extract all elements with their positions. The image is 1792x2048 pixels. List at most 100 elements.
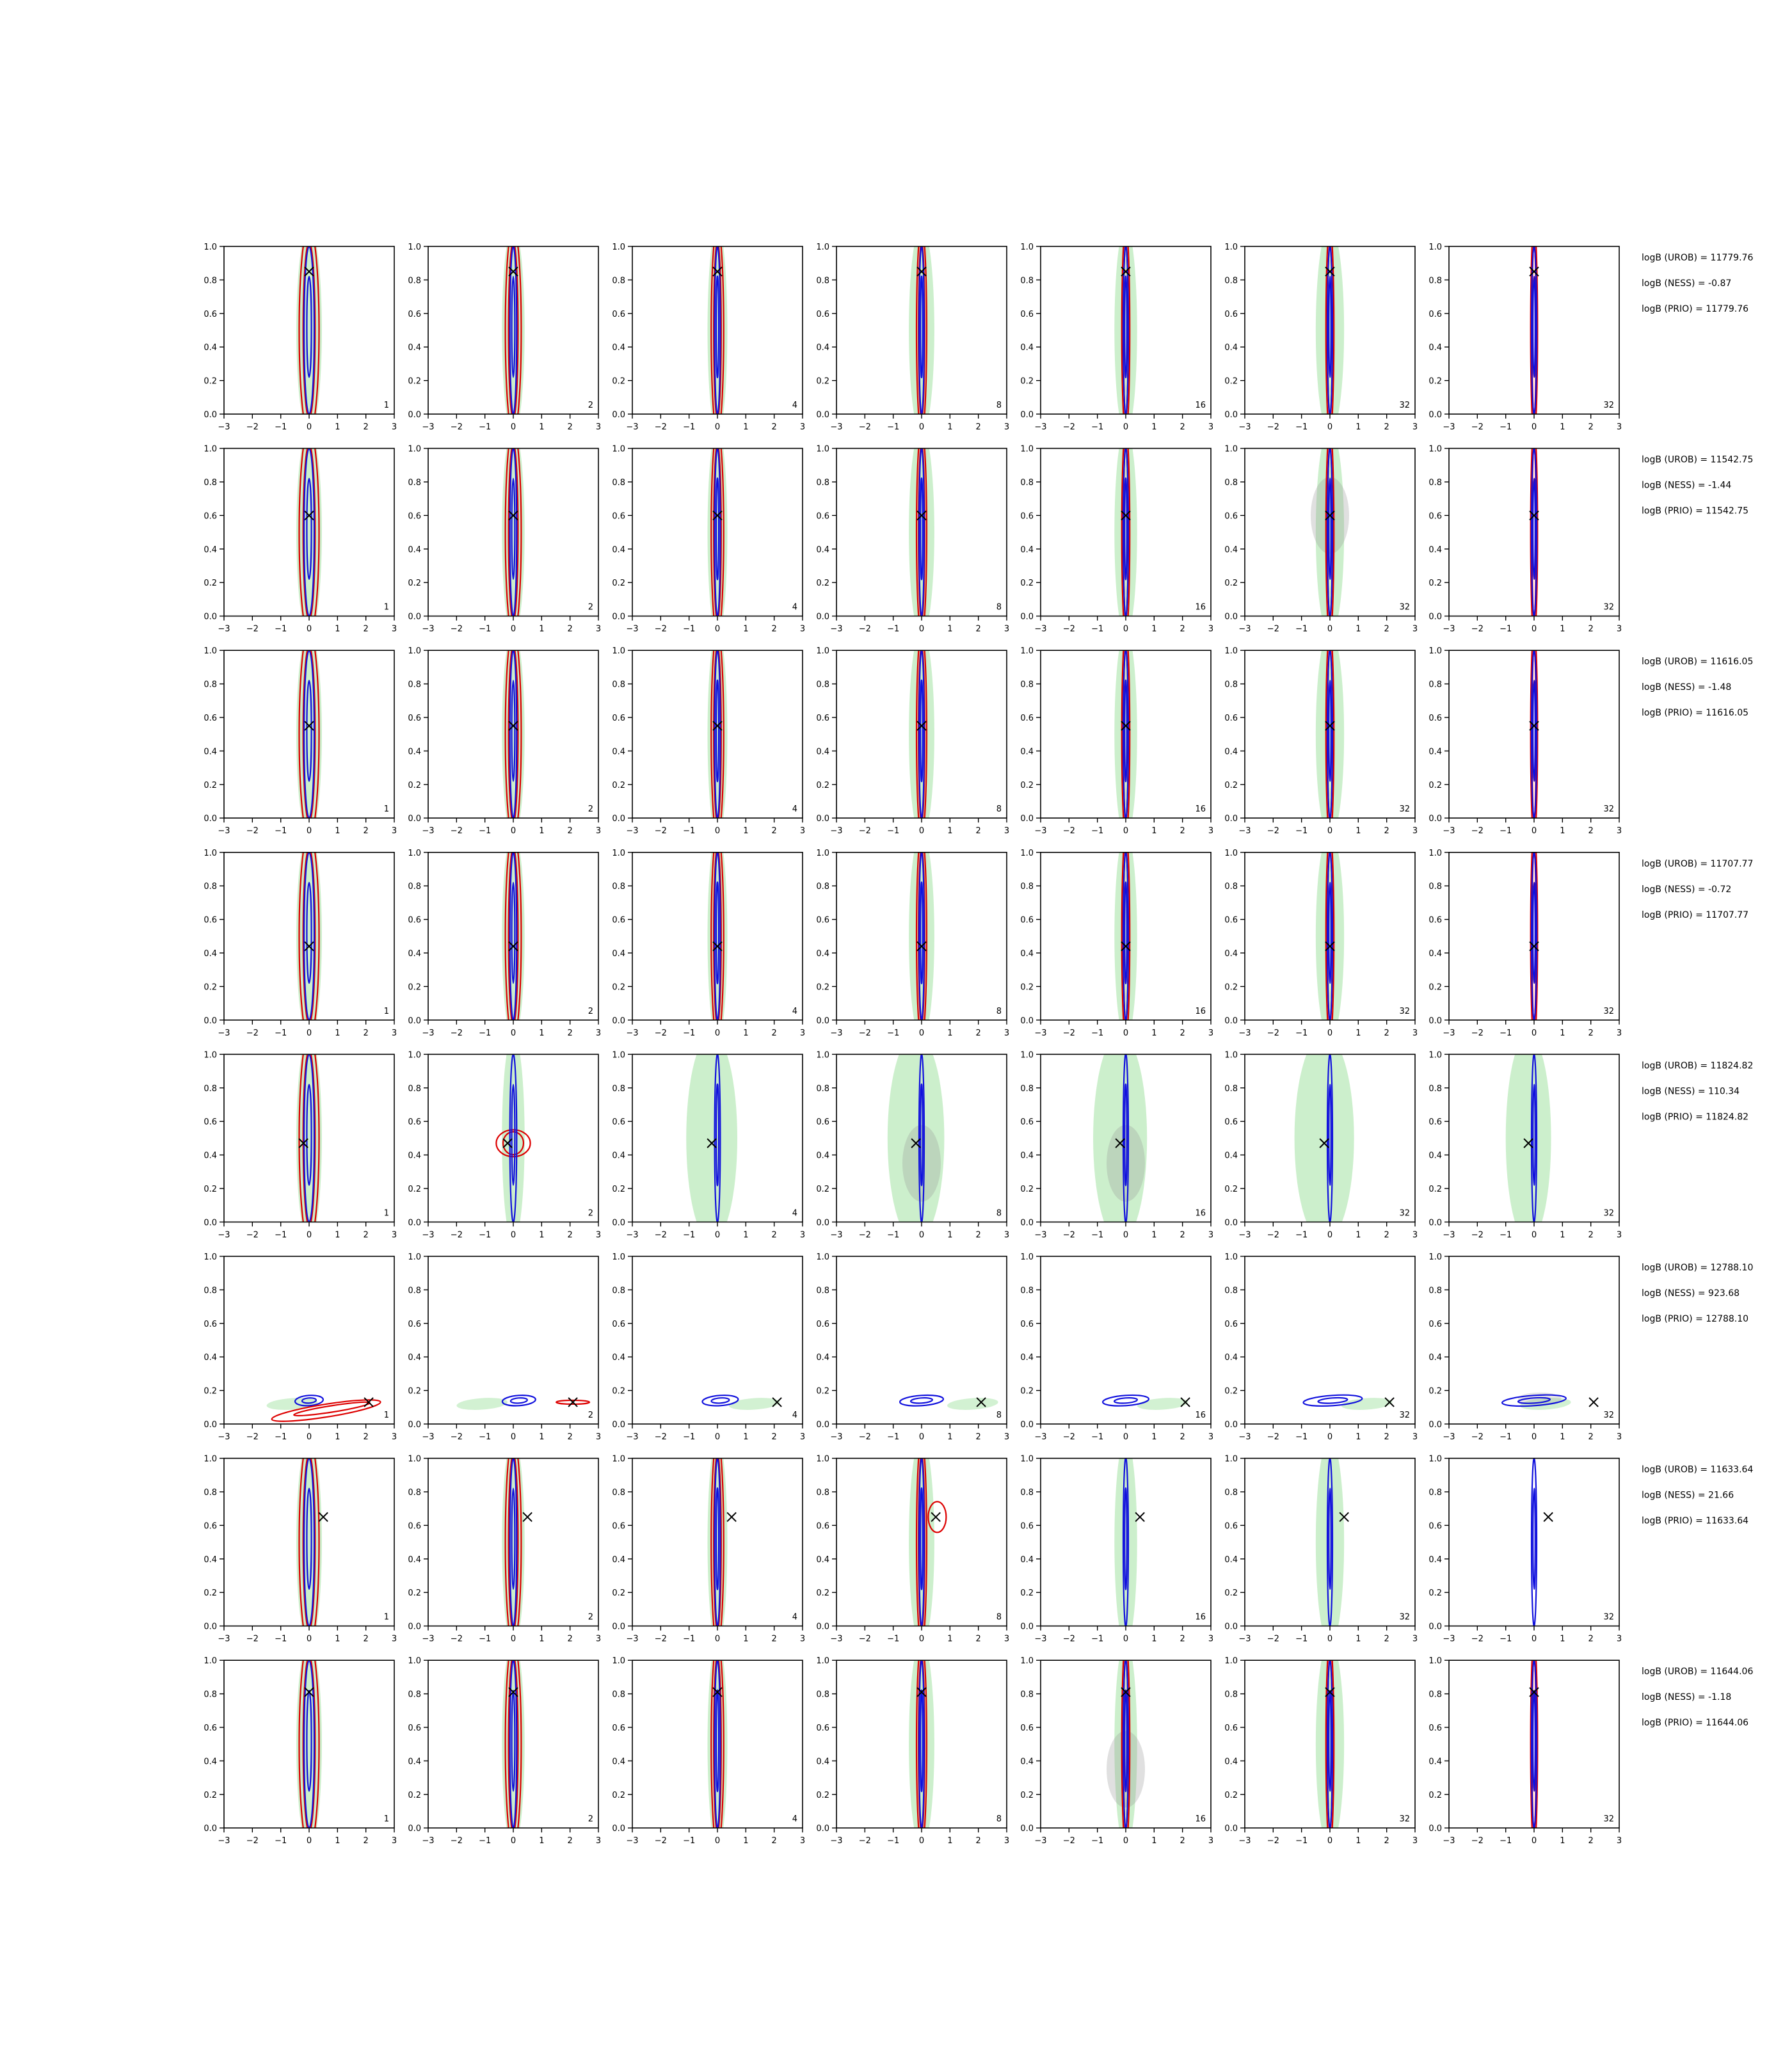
blue-contour-inner (1317, 1396, 1348, 1404)
y-tick-label: 0.8 (816, 478, 829, 488)
green-density (707, 246, 728, 414)
panel-r5-c1: −3 −2 −1 0 1 2 3 0.0 0.2 0.4 0.6 0.8 1.0 1 (204, 1050, 397, 1240)
blue-contour-outer (509, 650, 518, 819)
blue-contour-outer (509, 1054, 518, 1222)
x-tick-label: −3 (830, 1028, 842, 1038)
truth-marker (712, 266, 723, 277)
green-density (909, 246, 934, 414)
y-tick-label: 1.0 (408, 1252, 421, 1262)
x-tick-label: −3 (1238, 826, 1251, 836)
x-tick-label: −3 (1443, 422, 1455, 432)
truth-marker (1319, 1138, 1329, 1148)
x-tick-label: −1 (1091, 625, 1103, 634)
x-tick-label: −2 (655, 1635, 667, 1644)
x-tick-label: −1 (887, 1230, 899, 1240)
y-tick-label: 0.8 (408, 1690, 421, 1700)
row-stat: logB (UROB) = 11644.06 (1642, 1667, 1753, 1677)
x-tick-label: 3 (596, 1635, 601, 1644)
y-tick-label: 0.4 (816, 1555, 829, 1565)
panel-label: 16 (1195, 1007, 1206, 1016)
blue-contour-outer (1122, 1458, 1130, 1626)
green-density (1315, 852, 1345, 1020)
blue-contour-outer (1530, 1458, 1538, 1626)
y-tick-label: 1.0 (1428, 646, 1442, 656)
x-tick-label: −3 (218, 826, 230, 836)
x-tick-label: 2 (364, 1836, 369, 1846)
y-tick-label: 0.4 (1224, 1353, 1238, 1363)
y-tick-label: 0.6 (408, 511, 421, 521)
truth-marker (1529, 266, 1539, 277)
x-tick-label: 3 (1412, 625, 1418, 634)
x-tick-label: −2 (246, 1635, 259, 1644)
x-tick-label: −3 (626, 625, 638, 634)
green-density (909, 852, 934, 1020)
panel-label: 8 (996, 1208, 1002, 1218)
y-tick-label: 0.0 (612, 410, 625, 420)
x-tick-label: 3 (1617, 1836, 1622, 1846)
blue-contour-outer (899, 1394, 945, 1407)
x-tick-label: −2 (859, 1836, 871, 1846)
y-tick-label: 0.2 (1224, 781, 1238, 790)
y-tick-label: 0.0 (1020, 1218, 1034, 1228)
y-tick-label: 0.6 (408, 1117, 421, 1127)
y-tick-label: 0.8 (1224, 680, 1238, 690)
blue-contour-inner (306, 477, 312, 580)
y-tick-label: 0.2 (204, 1387, 217, 1396)
x-tick-label: −1 (683, 1836, 695, 1846)
x-tick-label: −1 (1091, 1635, 1103, 1644)
x-tick-label: −2 (1063, 826, 1075, 836)
panel-label: 16 (1195, 1814, 1206, 1824)
red-contour-outer (1121, 448, 1131, 616)
x-tick-label: −2 (859, 1635, 871, 1644)
x-tick-label: −3 (626, 1230, 638, 1240)
x-tick-label: 3 (800, 1635, 805, 1644)
x-tick-label: −1 (479, 1230, 491, 1240)
red-contour-outer (298, 1054, 320, 1222)
x-tick-label: −2 (655, 1230, 667, 1240)
y-tick-label: 0.4 (1224, 545, 1238, 555)
y-tick-label: 1.0 (1224, 445, 1238, 454)
truth-marker (508, 266, 518, 277)
green-density (296, 1660, 322, 1828)
y-tick-label: 0.4 (1428, 545, 1442, 555)
x-tick-label: −3 (1238, 1635, 1251, 1644)
plot-area (1294, 1054, 1354, 1222)
green-density (887, 1054, 945, 1222)
x-tick-label: −1 (1295, 1432, 1308, 1442)
blue-contour-inner (306, 276, 312, 378)
y-tick-label: 1.0 (1224, 1252, 1238, 1262)
plot-area (701, 1395, 780, 1410)
y-tick-label: 0.2 (1428, 1791, 1442, 1800)
panel-r3-c6: −3 −2 −1 0 1 2 3 0.0 0.2 0.4 0.6 0.8 1.0 32 (1224, 646, 1418, 836)
y-tick-label: 0.0 (612, 612, 625, 622)
plot-area (456, 1395, 591, 1410)
x-tick-label: 0 (1532, 422, 1537, 432)
plot-area (296, 650, 322, 819)
y-tick-label: 0.4 (1428, 1151, 1442, 1161)
x-tick-label: −3 (830, 1635, 842, 1644)
red-contour-outer (1325, 852, 1335, 1020)
y-tick-label: 0.8 (612, 1286, 625, 1295)
x-tick-label: −2 (1063, 422, 1075, 432)
x-tick-label: 3 (1208, 826, 1213, 836)
y-tick-label: 0.6 (1224, 511, 1238, 521)
green-density (1114, 1660, 1137, 1828)
y-tick-label: 0.0 (1020, 1622, 1034, 1632)
green-density (502, 246, 525, 414)
plot-area (502, 448, 525, 616)
y-tick-label: 0.8 (204, 1084, 217, 1094)
x-tick-label: −2 (655, 1836, 667, 1846)
truth-marker (772, 1397, 782, 1407)
blue-contour-outer (303, 448, 316, 616)
y-tick-label: 0.2 (408, 982, 421, 992)
x-tick-label: −1 (887, 1836, 899, 1846)
green-density (502, 1458, 525, 1626)
red-contour-outer (1530, 650, 1539, 819)
red-contour-outer (298, 650, 320, 819)
x-tick-label: 1 (539, 1028, 544, 1038)
y-tick-label: 0.8 (612, 1488, 625, 1498)
plot-area (1311, 448, 1349, 616)
y-tick-label: 0.4 (816, 1757, 829, 1766)
row-2: −3 −2 −1 0 1 2 3 0.0 0.2 0.4 0.6 0.8 1.0 1 −3 −2 −1 0 1 2 3 0… (204, 445, 1753, 634)
panel-r2-c3: −3 −2 −1 0 1 2 3 0.0 0.2 0.4 0.6 0.8 1.0 4 (612, 445, 805, 634)
